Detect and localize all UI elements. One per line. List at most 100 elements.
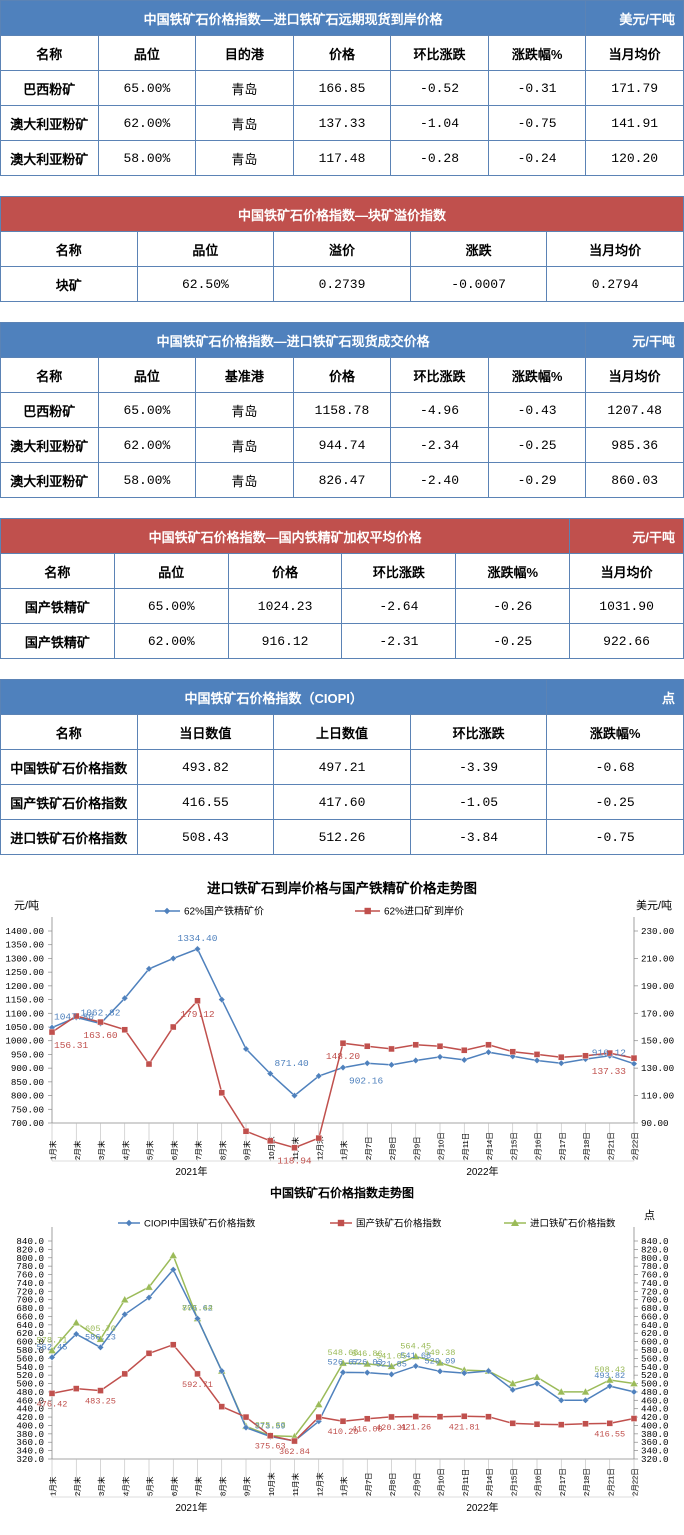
svg-text:902.16: 902.16 [349, 1076, 384, 1087]
svg-text:230.00: 230.00 [641, 926, 674, 937]
svg-text:700.00: 700.00 [11, 1118, 44, 1129]
svg-text:900.00: 900.00 [11, 1063, 44, 1074]
svg-text:578.71: 578.71 [37, 1336, 68, 1346]
svg-text:点: 点 [644, 1209, 655, 1222]
svg-text:2月21日: 2月21日 [606, 1468, 615, 1496]
svg-text:170.00: 170.00 [641, 1008, 674, 1019]
svg-text:2月7日: 2月7日 [364, 1472, 373, 1496]
svg-text:1250.00: 1250.00 [5, 967, 44, 978]
svg-text:605.70: 605.70 [85, 1324, 116, 1334]
svg-text:950.00: 950.00 [11, 1049, 44, 1060]
svg-text:2022年: 2022年 [466, 1165, 498, 1178]
svg-text:2月10日: 2月10日 [437, 1468, 446, 1496]
svg-text:2月末: 2月末 [72, 1140, 82, 1160]
svg-text:美元/吨: 美元/吨 [636, 899, 672, 912]
svg-text:1100.00: 1100.00 [5, 1008, 44, 1019]
svg-text:2月11日: 2月11日 [461, 1469, 470, 1496]
svg-text:11月末: 11月末 [290, 1473, 300, 1496]
svg-text:1月末: 1月末 [48, 1140, 58, 1160]
svg-text:6月末: 6月末 [169, 1140, 179, 1160]
svg-text:1334.40: 1334.40 [178, 933, 218, 944]
svg-text:541.05: 541.05 [376, 1351, 407, 1361]
svg-text:118.94: 118.94 [277, 1156, 312, 1167]
svg-text:1062.82: 1062.82 [81, 1007, 121, 1018]
svg-text:1月末: 1月末 [339, 1476, 349, 1496]
svg-text:2月15日: 2月15日 [509, 1468, 518, 1496]
svg-text:130.00: 130.00 [641, 1063, 674, 1074]
svg-text:90.00: 90.00 [641, 1118, 669, 1129]
svg-text:1150.00: 1150.00 [5, 995, 44, 1006]
svg-text:137.33: 137.33 [592, 1066, 627, 1077]
svg-text:2月9日: 2月9日 [412, 1136, 421, 1160]
svg-text:476.42: 476.42 [37, 1399, 68, 1409]
svg-text:805.44: 805.44 [182, 1304, 213, 1314]
svg-text:2月22日: 2月22日 [631, 1132, 640, 1160]
svg-text:12月末: 12月末 [314, 1472, 324, 1496]
svg-text:2021年: 2021年 [175, 1501, 207, 1514]
svg-text:840.0: 840.0 [641, 1236, 669, 1247]
svg-text:508.43: 508.43 [594, 1365, 625, 1375]
svg-text:2月7日: 2月7日 [364, 1136, 373, 1160]
svg-text:850.00: 850.00 [11, 1077, 44, 1088]
svg-text:483.25: 483.25 [85, 1397, 116, 1407]
svg-text:2月18日: 2月18日 [582, 1132, 591, 1160]
svg-text:2月11日: 2月11日 [461, 1133, 470, 1160]
svg-text:2月10日: 2月10日 [437, 1132, 446, 1160]
svg-text:8月末: 8月末 [217, 1140, 227, 1160]
svg-text:CIOPI中国铁矿石价格指数: CIOPI中国铁矿石价格指数 [144, 1218, 256, 1230]
svg-text:元/吨: 元/吨 [14, 899, 39, 912]
svg-text:2月16日: 2月16日 [534, 1468, 543, 1496]
svg-text:3月末: 3月末 [96, 1140, 106, 1160]
svg-text:2月9日: 2月9日 [412, 1472, 421, 1496]
svg-text:2022年: 2022年 [466, 1501, 498, 1514]
svg-text:2月15日: 2月15日 [509, 1132, 518, 1160]
svg-text:156.31: 156.31 [54, 1040, 89, 1051]
svg-text:2月22日: 2月22日 [631, 1468, 640, 1496]
svg-text:62%国产铁精矿价: 62%国产铁精矿价 [184, 905, 264, 918]
svg-text:4月末: 4月末 [120, 1476, 130, 1496]
svg-text:2月8日: 2月8日 [388, 1136, 397, 1160]
svg-text:1000.00: 1000.00 [5, 1036, 44, 1047]
svg-text:4月末: 4月末 [120, 1140, 130, 1160]
svg-text:1300.00: 1300.00 [5, 953, 44, 964]
svg-text:421.26: 421.26 [400, 1423, 431, 1433]
svg-text:750.00: 750.00 [11, 1104, 44, 1115]
svg-text:进口铁矿石价格指数: 进口铁矿石价格指数 [530, 1218, 616, 1230]
svg-text:592.71: 592.71 [182, 1380, 213, 1390]
svg-text:110.00: 110.00 [641, 1091, 674, 1102]
svg-text:62%进口矿到岸价: 62%进口矿到岸价 [384, 905, 464, 918]
svg-text:2月末: 2月末 [72, 1476, 82, 1496]
svg-text:进口铁矿石到岸价格与国产铁精矿价格走势图: 进口铁矿石到岸价格与国产铁精矿价格走势图 [207, 880, 477, 896]
svg-text:1050.00: 1050.00 [5, 1022, 44, 1033]
svg-text:3月末: 3月末 [96, 1476, 106, 1496]
svg-text:中国铁矿石价格指数走势图: 中国铁矿石价格指数走势图 [270, 1185, 414, 1200]
svg-text:2月18日: 2月18日 [582, 1468, 591, 1496]
svg-text:9月末: 9月末 [242, 1140, 252, 1160]
svg-text:1400.00: 1400.00 [5, 926, 44, 937]
svg-text:2021年: 2021年 [175, 1165, 207, 1178]
svg-text:2月16日: 2月16日 [534, 1132, 543, 1160]
svg-text:1200.00: 1200.00 [5, 981, 44, 992]
svg-text:国产铁矿石价格指数: 国产铁矿石价格指数 [356, 1218, 442, 1230]
svg-text:416.55: 416.55 [594, 1429, 625, 1439]
svg-text:210.00: 210.00 [641, 953, 674, 964]
svg-text:8月末: 8月末 [217, 1476, 227, 1496]
svg-text:7月末: 7月末 [193, 1140, 203, 1160]
svg-text:163.60: 163.60 [83, 1030, 118, 1041]
svg-text:840.0: 840.0 [16, 1236, 44, 1247]
svg-text:2月8日: 2月8日 [388, 1472, 397, 1496]
svg-text:549.38: 549.38 [425, 1348, 456, 1358]
svg-text:1月末: 1月末 [48, 1476, 58, 1496]
svg-text:190.00: 190.00 [641, 981, 674, 992]
svg-text:7月末: 7月末 [193, 1476, 203, 1496]
svg-text:871.40: 871.40 [275, 1058, 310, 1069]
svg-text:5月末: 5月末 [145, 1476, 155, 1496]
svg-text:916.12: 916.12 [592, 1048, 627, 1059]
svg-text:9月末: 9月末 [242, 1476, 252, 1496]
svg-text:362.84: 362.84 [279, 1447, 310, 1457]
svg-text:10月末: 10月末 [266, 1472, 276, 1496]
svg-text:375.63: 375.63 [255, 1421, 286, 1431]
svg-text:6月末: 6月末 [169, 1476, 179, 1496]
svg-text:2月17日: 2月17日 [558, 1132, 567, 1160]
svg-text:1月末: 1月末 [339, 1140, 349, 1160]
